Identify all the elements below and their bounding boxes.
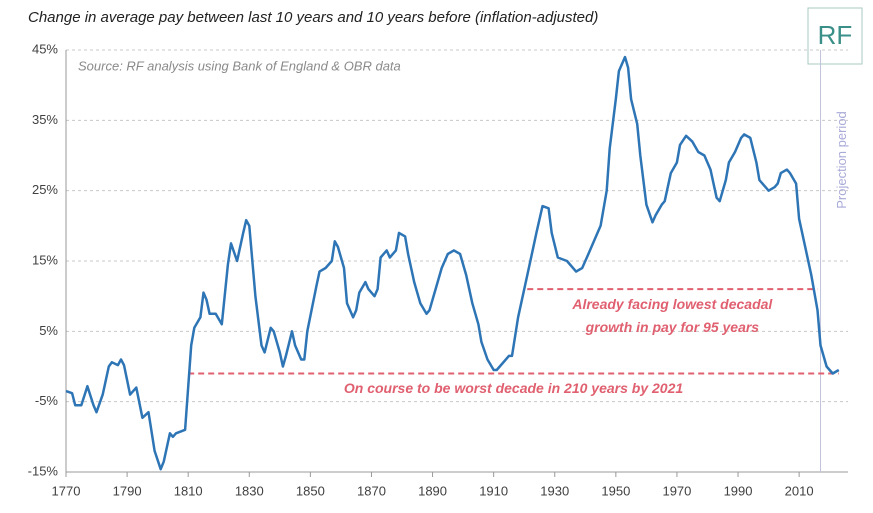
x-tick-label: 1810 <box>174 483 203 498</box>
projection-label: Projection period <box>834 111 849 209</box>
y-tick-label: 35% <box>32 112 58 127</box>
y-tick-label: -15% <box>28 463 59 478</box>
y-tick-label: -5% <box>35 393 59 408</box>
x-tick-label: 1890 <box>418 483 447 498</box>
x-tick-label: 1830 <box>235 483 264 498</box>
x-tick-label: 1910 <box>479 483 508 498</box>
x-tick-label: 1950 <box>601 483 630 498</box>
source-note: Source: RF analysis using Bank of Englan… <box>78 58 401 73</box>
y-tick-label: 25% <box>32 182 58 197</box>
x-tick-label: 1970 <box>662 483 691 498</box>
annotation: growth in pay for 95 years <box>585 319 760 335</box>
x-tick-label: 1870 <box>357 483 386 498</box>
y-tick-label: 5% <box>39 323 58 338</box>
x-tick-label: 1990 <box>724 483 753 498</box>
line <box>65 55 840 471</box>
chart-title: Change in average pay between last 10 ye… <box>28 9 598 26</box>
x-tick-label: 1930 <box>540 483 569 498</box>
logo-box <box>807 7 863 65</box>
x-tick-label: 1790 <box>113 483 142 498</box>
x-tick-label: 2010 <box>785 483 814 498</box>
x-tick-label: 1850 <box>296 483 325 498</box>
y-tick-label: 15% <box>32 252 58 267</box>
logo: RF <box>818 20 853 50</box>
x-tick-label: 1770 <box>52 483 81 498</box>
annotation: On course to be worst decade in 210 year… <box>344 380 683 396</box>
annotation: Already facing lowest decadal <box>571 296 773 312</box>
y-tick-label: 45% <box>32 41 58 56</box>
